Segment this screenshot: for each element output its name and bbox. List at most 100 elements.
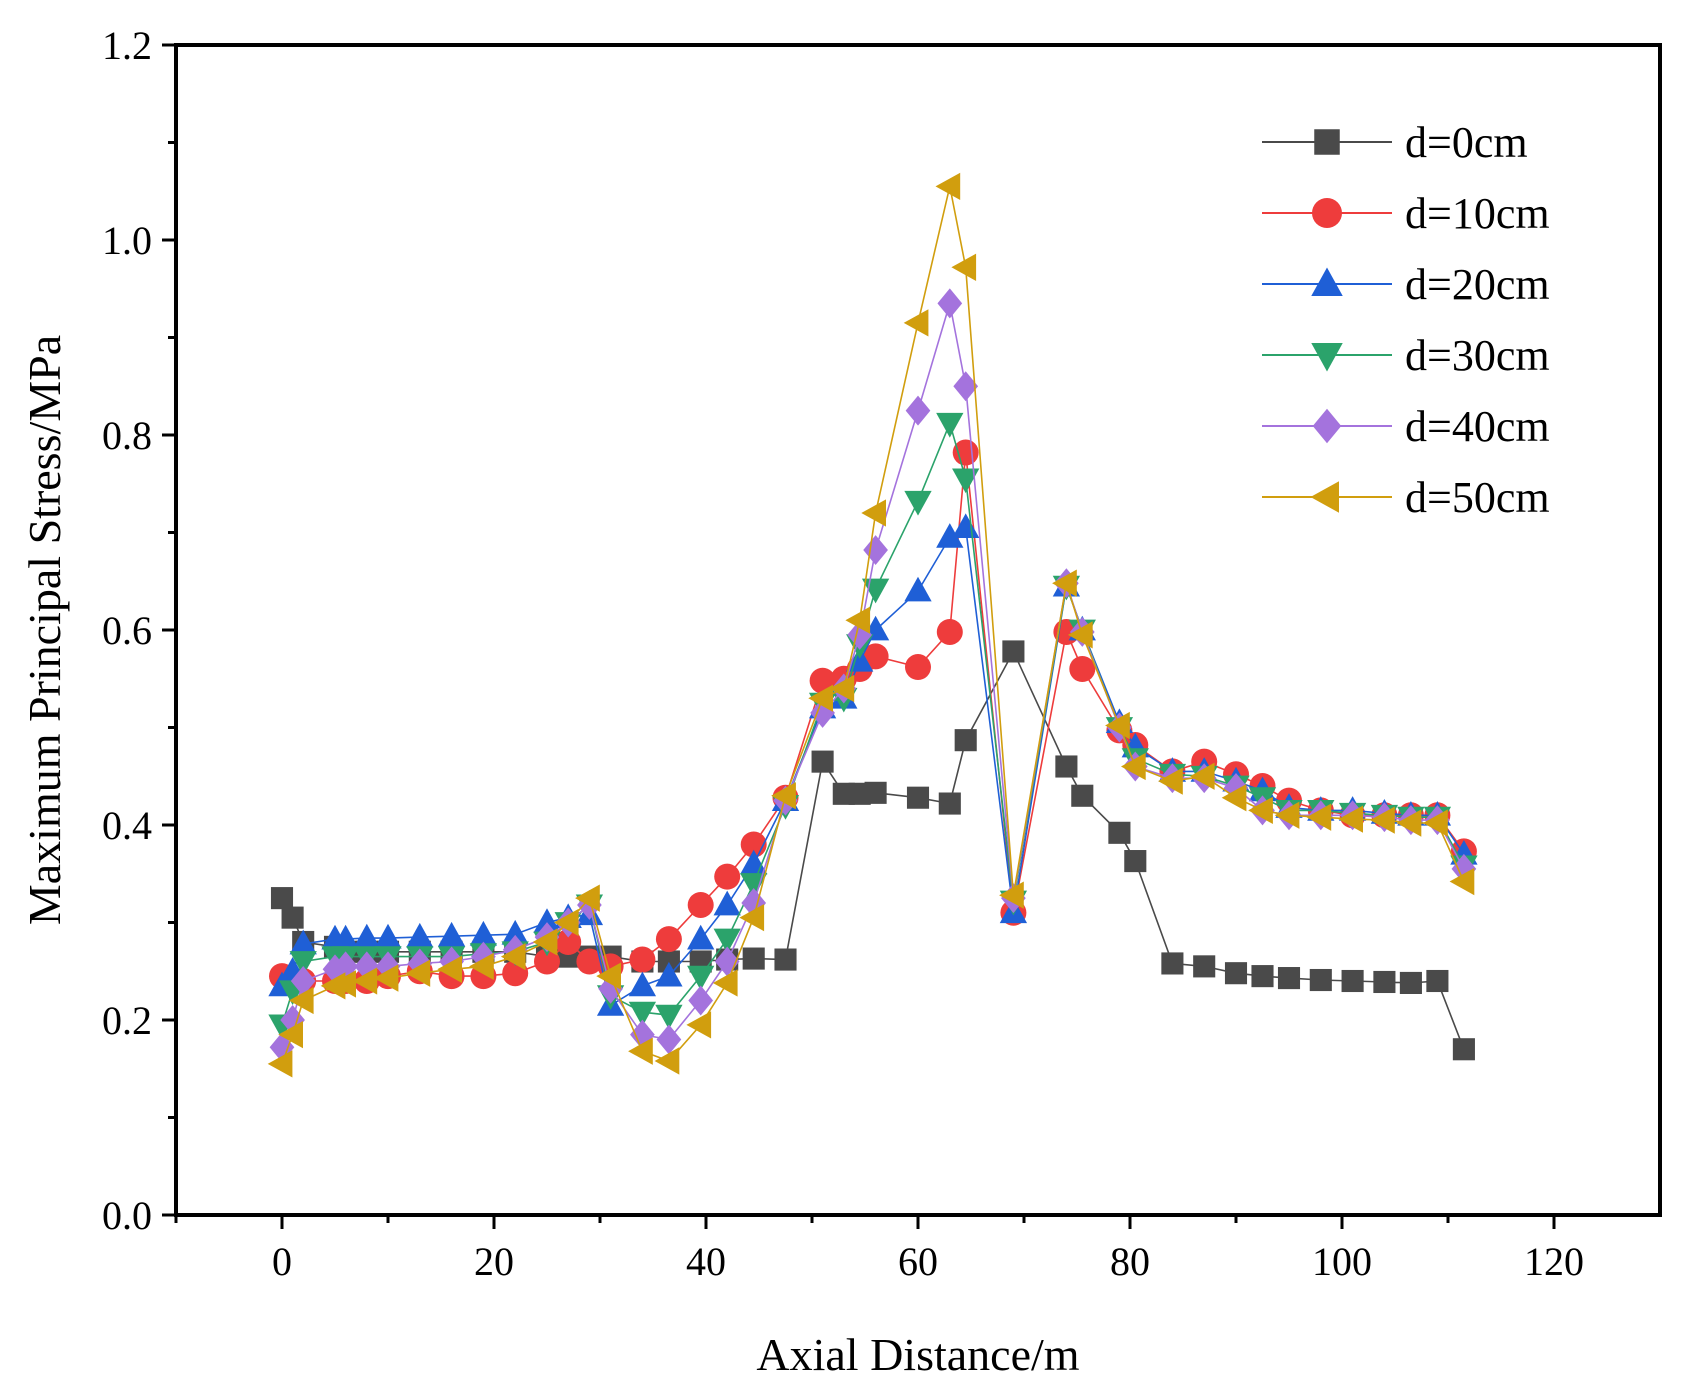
data-point [1370, 806, 1395, 834]
data-point [951, 253, 977, 281]
y-tick-label: 0.2 [102, 998, 152, 1043]
data-point [687, 891, 714, 918]
data-point [270, 887, 294, 910]
data-point [905, 654, 931, 681]
legend-entry: d=30cm [1262, 331, 1550, 380]
data-point [771, 782, 796, 810]
data-point [688, 985, 714, 1016]
y-tick-label: 0.0 [102, 1193, 152, 1238]
legend-label: d=40cm [1405, 402, 1550, 451]
data-point [320, 972, 346, 1000]
data-point [290, 966, 316, 996]
data-point [1002, 640, 1025, 663]
data-point [999, 881, 1024, 909]
data-point [437, 921, 466, 947]
data-point [1223, 773, 1249, 803]
data-point [1338, 805, 1363, 833]
data-point [281, 906, 304, 929]
data-point [628, 971, 657, 997]
legend-marker [1311, 267, 1343, 296]
data-point [936, 412, 964, 438]
data-point [811, 750, 834, 773]
data-point [810, 697, 835, 728]
y-tick-label: 1.0 [102, 218, 152, 263]
data-point [500, 942, 526, 971]
data-point [774, 948, 797, 971]
data-point [1193, 955, 1216, 978]
data-point [936, 618, 963, 645]
data-point [352, 967, 378, 995]
data-point [469, 952, 494, 981]
data-point [655, 1004, 683, 1030]
data-point [739, 903, 765, 932]
data-point [407, 948, 433, 979]
data-point [938, 792, 961, 815]
data-point [280, 1005, 305, 1035]
data-point [904, 490, 932, 516]
x-tick-label: 80 [1110, 1239, 1150, 1284]
data-point [331, 924, 360, 950]
x-axis-label: Axial Distance/m [756, 1329, 1079, 1380]
legend-marker [1314, 129, 1340, 155]
data-point [657, 950, 680, 973]
data-point [437, 955, 462, 983]
data-point [322, 954, 348, 985]
legend-entry: d=40cm [1262, 402, 1550, 451]
data-point [862, 643, 889, 670]
x-tick-label: 20 [474, 1239, 514, 1284]
legend-label: d=30cm [1405, 331, 1550, 380]
x-tick-label: 100 [1312, 1239, 1372, 1284]
data-point [713, 928, 741, 954]
data-point [289, 929, 317, 955]
data-point [713, 890, 741, 916]
data-point [501, 919, 529, 945]
legend-entry: d=20cm [1262, 260, 1550, 309]
data-point [289, 951, 317, 976]
series-layer [267, 172, 1478, 1078]
data-point [1309, 968, 1332, 992]
data-point [469, 920, 498, 946]
x-tick-label: 0 [272, 1239, 292, 1284]
data-point [288, 986, 314, 1015]
x-tick-label: 120 [1524, 1239, 1584, 1284]
legend-label: d=10cm [1405, 189, 1550, 238]
series-d=50cm [267, 172, 1475, 1078]
data-point [1251, 965, 1274, 988]
data-point [331, 970, 356, 998]
data-point [863, 535, 888, 565]
legend-entry: d=50cm [1262, 473, 1550, 522]
y-axis-label: Maximum Principal Stress/MPa [19, 335, 70, 925]
data-point [712, 969, 738, 997]
data-point [1121, 752, 1146, 781]
data-point [374, 923, 402, 949]
data-point [1069, 656, 1096, 682]
data-point [714, 863, 741, 890]
legend-label: d=50cm [1405, 473, 1550, 522]
data-point [906, 786, 930, 809]
data-point [1449, 867, 1475, 896]
data-point [1452, 1038, 1475, 1061]
data-point [553, 908, 579, 937]
data-point [861, 499, 886, 527]
data-point [1068, 621, 1093, 649]
y-tick-label: 0.4 [102, 803, 152, 848]
data-point [278, 1020, 303, 1049]
legend-label: d=0cm [1405, 118, 1528, 167]
data-point [936, 523, 964, 548]
y-tick-label: 0.8 [102, 413, 152, 458]
data-point [686, 1011, 712, 1039]
data-point [954, 729, 977, 752]
data-point [845, 606, 871, 634]
data-point [1189, 762, 1215, 790]
data-point [576, 948, 603, 975]
data-point [1274, 801, 1300, 829]
data-point [353, 923, 381, 949]
legend: d=0cm d=10cm d=20cm d=30cm d=40cm d=50cm [1262, 118, 1550, 522]
data-point [687, 924, 715, 950]
data-point [742, 947, 765, 970]
y-tick-label: 0.6 [102, 608, 152, 653]
data-point [406, 922, 434, 948]
data-point [1341, 969, 1364, 993]
legend-marker [1312, 198, 1342, 228]
